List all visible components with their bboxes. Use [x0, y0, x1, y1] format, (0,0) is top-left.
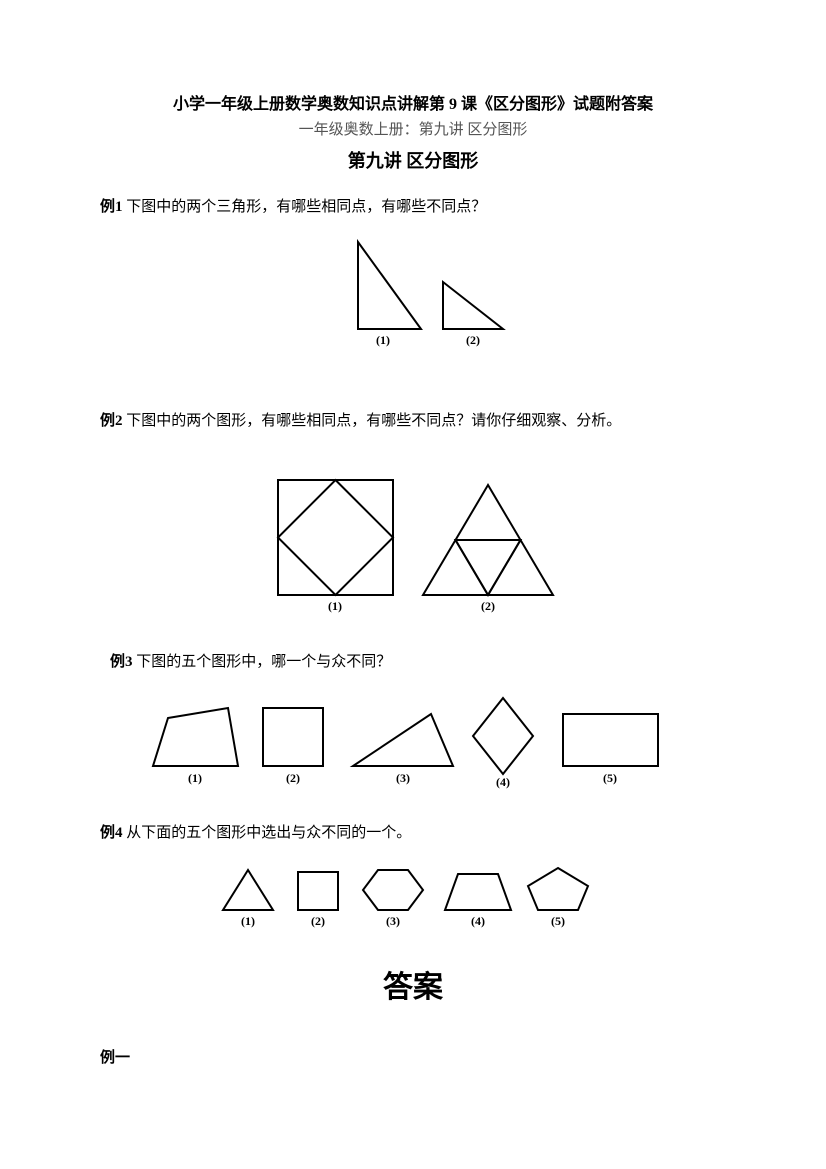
ex4-l4: (4) — [471, 914, 485, 928]
ex1-fig-label-2: (2) — [466, 333, 480, 347]
ex4-figure: (1) (2) (3) (4) (5) — [213, 862, 613, 932]
example-2: 例2 下图中的两个图形，有哪些相同点，有哪些不同点？请你仔细观察、分析。 — [100, 409, 726, 430]
figure-row-2: (1) (2) — [100, 470, 726, 615]
ex2-fig-label-1: (1) — [328, 599, 342, 613]
lecture-title: 第九讲 区分图形 — [100, 147, 726, 173]
subtitle: 一年级奥数上册：第九讲 区分图形 — [100, 118, 726, 139]
ex3-l3: (3) — [396, 771, 410, 785]
ex4-l1: (1) — [241, 914, 255, 928]
example-2-label: 例2 — [100, 413, 123, 429]
figure-row-3: (1) (2) (3) (4) (5) — [100, 696, 726, 791]
example-3-text: 下图的五个图形中，哪一个与众不同？ — [133, 654, 392, 670]
page-title: 小学一年级上册数学奥数知识点讲解第 9 课《区分图形》试题附答案 — [100, 90, 726, 114]
example-4-label: 例4 — [100, 825, 123, 841]
ex3-l4: (4) — [496, 775, 510, 789]
answer-ex1-label: 例一 — [100, 1046, 726, 1067]
example-1: 例1 下图中的两个三角形，有哪些相同点，有哪些不同点？ — [100, 195, 726, 216]
example-3: 例3 下图的五个图形中，哪一个与众不同？ — [110, 650, 726, 671]
figure-row-1: (1) (2) — [100, 234, 726, 354]
example-4: 例4 从下面的五个图形中选出与众不同的一个。 — [100, 821, 726, 842]
ex2-figure: (1) (2) — [248, 470, 578, 615]
figure-row-4: (1) (2) (3) (4) (5) — [100, 862, 726, 932]
ex4-l2: (2) — [311, 914, 325, 928]
ex1-fig-label-1: (1) — [376, 333, 390, 347]
ex2-fig-label-2: (2) — [481, 599, 495, 613]
example-4-text: 从下面的五个图形中选出与众不同的一个。 — [123, 825, 412, 841]
ex3-figure: (1) (2) (3) (4) (5) — [143, 696, 683, 791]
ex1-figure: (1) (2) — [313, 234, 513, 354]
ex3-l2: (2) — [286, 771, 300, 785]
example-3-label: 例3 — [110, 654, 133, 670]
ex3-l1: (1) — [188, 771, 202, 785]
example-2-text: 下图中的两个图形，有哪些相同点，有哪些不同点？请你仔细观察、分析。 — [123, 413, 622, 429]
ex4-l3: (3) — [386, 914, 400, 928]
ex4-l5: (5) — [551, 914, 565, 928]
ex3-l5: (5) — [603, 771, 617, 785]
answer-heading: 答案 — [100, 962, 726, 1006]
example-1-text: 下图中的两个三角形，有哪些相同点，有哪些不同点？ — [123, 199, 487, 215]
example-1-label: 例1 — [100, 199, 123, 215]
